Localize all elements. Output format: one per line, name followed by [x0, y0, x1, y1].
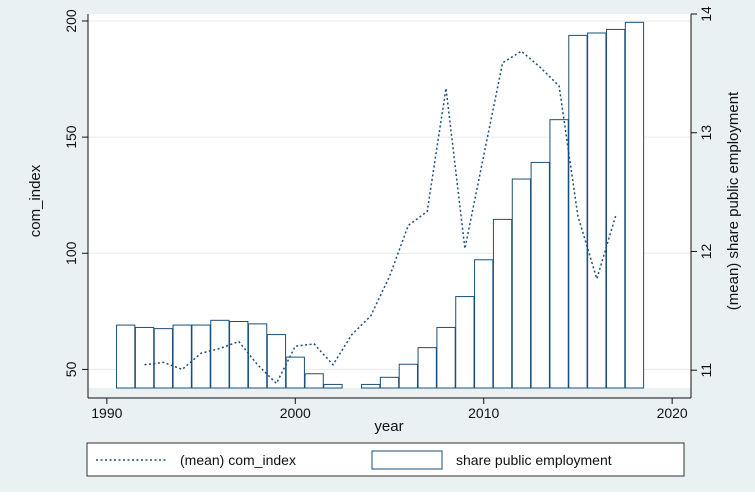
bar-1993 [153, 328, 174, 389]
bar-2004 [361, 383, 381, 389]
bar-2013 [530, 161, 550, 389]
x-tick-label: 2020 [657, 405, 688, 421]
bar-1995 [191, 324, 211, 389]
y-tick-label-right: 11 [698, 363, 714, 378]
y-tick-label-left: 100 [63, 241, 79, 265]
bar-1996 [210, 319, 230, 389]
com-index-line [144, 50, 617, 385]
bar-series [116, 21, 645, 389]
x-axis-label: year [374, 418, 403, 435]
bar-2002 [323, 383, 343, 389]
bar-2010 [474, 259, 494, 389]
bar-2017 [605, 28, 626, 389]
bar-2012 [511, 178, 532, 389]
bar-1999 [266, 334, 287, 389]
legend-bar-label: share public employment [456, 452, 612, 468]
y-tick-label-left: 150 [63, 125, 79, 149]
legend-bar-swatch [371, 450, 443, 470]
bar-2006 [398, 363, 418, 389]
tick-labels: 1990 2000 2010 2020 50 100 150 200 11 12 13 14 [63, 6, 714, 421]
x-tick-label: 1990 [91, 405, 122, 421]
bar-2008 [436, 326, 456, 389]
bar-1992 [134, 326, 155, 389]
y-axis-label-left: com_index [27, 164, 44, 237]
x-tick-label: 2010 [468, 405, 499, 421]
axes [82, 13, 697, 404]
bar-2014 [549, 119, 569, 389]
y-tick-label-right: 13 [698, 125, 714, 141]
bar-2009 [455, 296, 475, 389]
bar-2005 [379, 376, 400, 389]
y-tick-label-right: 14 [698, 6, 714, 22]
bar-2016 [587, 32, 607, 389]
legend-line-label: (mean) com_index [180, 452, 296, 468]
bar-1997 [229, 321, 249, 389]
bar-2000 [285, 356, 305, 389]
bar-2011 [492, 218, 513, 389]
bar-1991 [116, 324, 136, 389]
bar-2018 [624, 21, 645, 389]
bar-2001 [304, 373, 324, 389]
y-tick-label-left: 50 [63, 361, 79, 377]
x-tick-label: 2000 [280, 405, 311, 421]
bar-1994 [172, 324, 192, 389]
legend: (mean) com_index share public employment [86, 442, 685, 477]
bar-2007 [417, 347, 437, 389]
y-axis-label-right: (mean) share public employment [725, 91, 742, 310]
y-tick-label-right: 12 [698, 243, 714, 259]
y-tick-label-left: 200 [63, 9, 79, 33]
bar-1998 [247, 323, 268, 389]
